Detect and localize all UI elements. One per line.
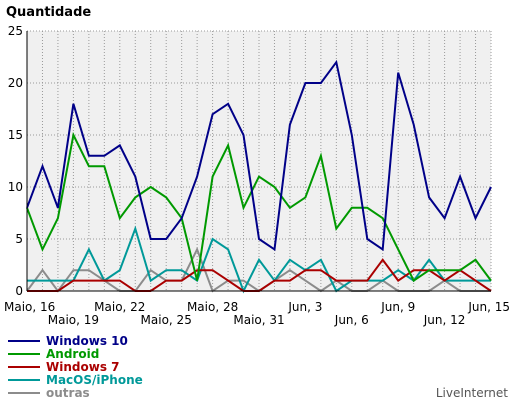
y-tick-label: 15 xyxy=(8,128,23,142)
x-tick-label: Maio, 25 xyxy=(141,313,192,327)
legend-label: MacOS/iPhone xyxy=(46,373,143,387)
x-tick-label: Jun, 6 xyxy=(334,313,369,327)
y-tick-label: 0 xyxy=(15,284,23,298)
credit-text: LiveInternet xyxy=(436,386,508,400)
y-tick-label: 25 xyxy=(8,24,23,38)
legend-label: Windows 7 xyxy=(46,360,119,374)
y-tick-label: 10 xyxy=(8,180,23,194)
x-tick-label: Maio, 16 xyxy=(4,300,55,314)
y-axis: 0 5 10 15 20 25 xyxy=(8,24,23,298)
legend-label: Windows 10 xyxy=(46,334,128,348)
x-tick-label: Jun, 12 xyxy=(423,313,466,327)
x-tick-label: Jun, 9 xyxy=(380,300,415,314)
y-tick-label: 20 xyxy=(8,76,23,90)
y-tick-label: 5 xyxy=(15,232,23,246)
x-tick-label: Maio, 28 xyxy=(187,300,238,314)
series-line-4 xyxy=(26,59,492,252)
series-line-3 xyxy=(26,131,492,283)
x-tick-label: Maio, 19 xyxy=(48,313,99,327)
x-tick-label: Maio, 22 xyxy=(94,300,145,314)
x-tick-label: Jun, 15 xyxy=(467,300,510,314)
legend-label: outras xyxy=(46,386,90,400)
x-tick-label: Maio, 31 xyxy=(233,313,284,327)
legend-label: Android xyxy=(46,347,99,361)
x-tick-label: Jun, 3 xyxy=(287,300,322,314)
chart-title: Quantidade xyxy=(6,5,91,20)
